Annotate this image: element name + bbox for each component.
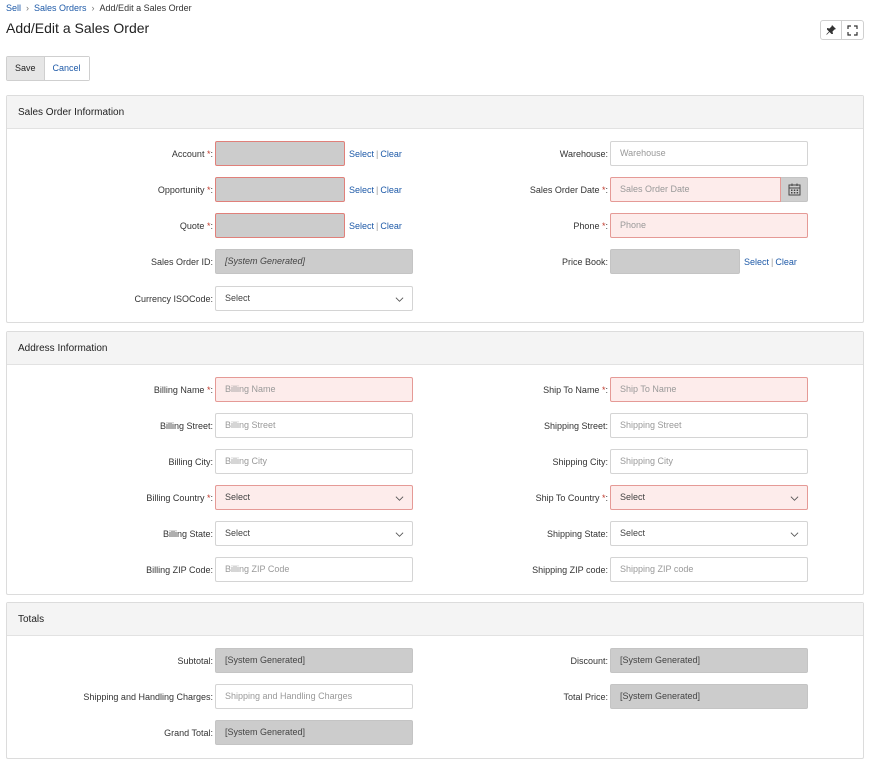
account-links: Select | Clear: [349, 149, 402, 159]
sales-order-date-label: Sales Order Date *:: [529, 185, 608, 195]
opportunity-links: Select | Clear: [349, 185, 402, 195]
pin-icon[interactable]: [820, 20, 842, 40]
shipping-city-label: Shipping City:: [552, 457, 608, 467]
shipping-handling-label: Shipping and Handling Charges:: [83, 692, 213, 702]
ship-to-name-label: Ship To Name *:: [543, 385, 608, 395]
opportunity-label: Opportunity *:: [157, 185, 213, 195]
opportunity-field[interactable]: [215, 177, 345, 202]
opportunity-select-link[interactable]: Select: [349, 185, 375, 195]
breadcrumb: Sell › Sales Orders › Add/Edit a Sales O…: [6, 3, 192, 13]
account-select-link[interactable]: Select: [349, 149, 375, 159]
breadcrumb-current: Add/Edit a Sales Order: [99, 3, 192, 13]
subtotal-label: Subtotal:: [177, 656, 213, 666]
billing-zip-label: Billing ZIP Code:: [146, 565, 213, 575]
price-book-select-link[interactable]: Select: [744, 257, 770, 267]
billing-city-input[interactable]: Billing City: [215, 449, 413, 474]
quote-label: Quote *:: [179, 221, 213, 231]
chevron-down-icon: [395, 532, 404, 537]
shipping-state-select[interactable]: Select: [610, 521, 808, 546]
sales-order-info-header: Sales Order Information: [7, 96, 863, 129]
billing-state-label: Billing State:: [162, 529, 213, 539]
price-book-field[interactable]: [610, 249, 740, 274]
ship-to-country-label: Ship To Country *:: [535, 493, 608, 503]
discount-label: Discount:: [570, 656, 608, 666]
billing-street-input[interactable]: Billing Street: [215, 413, 413, 438]
breadcrumb-sell[interactable]: Sell: [6, 3, 22, 13]
chevron-down-icon: [790, 532, 799, 537]
quote-field[interactable]: [215, 213, 345, 238]
warehouse-label: Warehouse:: [559, 149, 608, 159]
grand-total-field: [System Generated]: [215, 720, 413, 745]
discount-field: [System Generated]: [610, 648, 808, 673]
chevron-right-icon: ›: [91, 3, 95, 13]
total-price-label: Total Price:: [563, 692, 608, 702]
breadcrumb-sales-orders[interactable]: Sales Orders: [34, 3, 87, 13]
price-book-links: Select | Clear: [744, 257, 797, 267]
sales-order-info-panel: Sales Order Information Account *: Selec…: [6, 95, 864, 323]
quote-clear-link[interactable]: Clear: [380, 221, 402, 231]
ship-to-country-select[interactable]: Select: [610, 485, 808, 510]
calendar-icon[interactable]: [781, 177, 808, 202]
quote-links: Select | Clear: [349, 221, 402, 231]
totals-header: Totals: [7, 603, 863, 636]
billing-city-label: Billing City:: [168, 457, 213, 467]
page-title: Add/Edit a Sales Order: [6, 20, 150, 36]
expand-icon[interactable]: [842, 20, 864, 40]
shipping-street-input[interactable]: Shipping Street: [610, 413, 808, 438]
currency-label: Currency ISOCode:: [134, 294, 213, 304]
price-book-label: Price Book:: [561, 257, 608, 267]
sales-order-id-field: [System Generated]: [215, 249, 413, 274]
action-buttons: Save Cancel: [6, 56, 90, 81]
quote-select-link[interactable]: Select: [349, 221, 375, 231]
top-icon-group: [820, 20, 864, 40]
chevron-down-icon: [790, 496, 799, 501]
save-button[interactable]: Save: [7, 57, 44, 80]
billing-zip-input[interactable]: Billing ZIP Code: [215, 557, 413, 582]
shipping-handling-input[interactable]: Shipping and Handling Charges: [215, 684, 413, 709]
phone-input[interactable]: Phone: [610, 213, 808, 238]
address-info-panel: Address Information Billing Name *: Bill…: [6, 331, 864, 595]
opportunity-clear-link[interactable]: Clear: [380, 185, 402, 195]
shipping-state-label: Shipping State:: [546, 529, 608, 539]
billing-country-label: Billing Country *:: [146, 493, 213, 503]
account-label: Account *:: [171, 149, 213, 159]
address-info-header: Address Information: [7, 332, 863, 365]
sales-order-id-label: Sales Order ID:: [150, 257, 213, 267]
total-price-field: [System Generated]: [610, 684, 808, 709]
shipping-zip-label: Shipping ZIP code:: [532, 565, 608, 575]
totals-panel: Totals Subtotal: [System Generated] Ship…: [6, 602, 864, 759]
chevron-down-icon: [395, 496, 404, 501]
billing-name-input[interactable]: Billing Name: [215, 377, 413, 402]
grand-total-label: Grand Total:: [164, 728, 213, 738]
billing-state-select[interactable]: Select: [215, 521, 413, 546]
chevron-right-icon: ›: [26, 3, 30, 13]
billing-country-select[interactable]: Select: [215, 485, 413, 510]
shipping-zip-input[interactable]: Shipping ZIP code: [610, 557, 808, 582]
billing-name-label: Billing Name *:: [153, 385, 213, 395]
price-book-clear-link[interactable]: Clear: [775, 257, 797, 267]
phone-label: Phone *:: [573, 221, 608, 231]
currency-select[interactable]: Select: [215, 286, 413, 311]
billing-street-label: Billing Street:: [159, 421, 213, 431]
sales-order-date-input[interactable]: Sales Order Date: [610, 177, 781, 202]
cancel-button[interactable]: Cancel: [43, 57, 89, 80]
shipping-street-label: Shipping Street:: [543, 421, 608, 431]
chevron-down-icon: [395, 297, 404, 302]
warehouse-input[interactable]: Warehouse: [610, 141, 808, 166]
subtotal-field: [System Generated]: [215, 648, 413, 673]
account-field[interactable]: [215, 141, 345, 166]
ship-to-name-input[interactable]: Ship To Name: [610, 377, 808, 402]
account-clear-link[interactable]: Clear: [380, 149, 402, 159]
shipping-city-input[interactable]: Shipping City: [610, 449, 808, 474]
